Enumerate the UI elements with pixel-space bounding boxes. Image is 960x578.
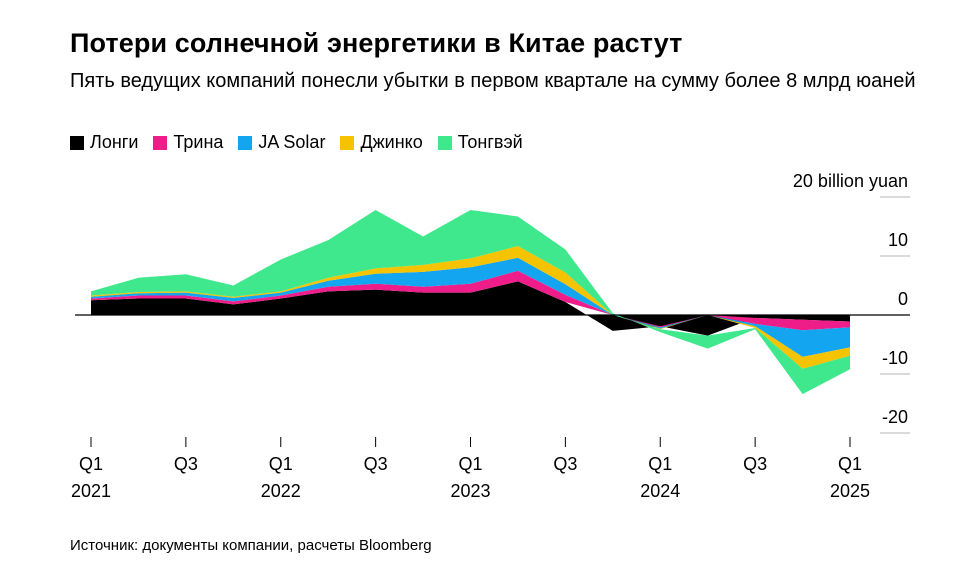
y-tick-label: 10 xyxy=(888,230,908,250)
chart-subtitle: Пять ведущих компаний понесли убытки в п… xyxy=(70,70,916,92)
legend-item-ja-solar: JA Solar xyxy=(238,132,325,153)
y-tick-label: 20 billion yuan xyxy=(793,171,908,191)
x-tick-year-label: 2022 xyxy=(261,481,301,501)
legend-swatch-trina xyxy=(153,135,168,150)
x-tick-label: Q3 xyxy=(174,454,198,474)
series-area-2 xyxy=(91,257,850,357)
x-tick-label: Q3 xyxy=(743,454,767,474)
y-tick-label: 0 xyxy=(898,289,908,309)
legend-label-tongwei: Тонгвэй xyxy=(457,132,523,152)
gridlines xyxy=(880,196,910,434)
x-tick-label: Q1 xyxy=(458,454,482,474)
x-tick-label: Q1 xyxy=(79,454,103,474)
y-tick-label: -10 xyxy=(882,348,908,368)
series-area-1 xyxy=(91,270,850,331)
x-tick-year-label: 2023 xyxy=(450,481,490,501)
x-tick-year-label: 2024 xyxy=(640,481,680,501)
legend-swatch-jinko xyxy=(340,135,355,150)
legend-label-longi: Лонги xyxy=(90,132,139,152)
series-area-4 xyxy=(91,210,850,395)
legend-label-ja-solar: JA Solar xyxy=(258,132,326,152)
x-tick-label: Q1 xyxy=(648,454,672,474)
x-tick-year-label: 2025 xyxy=(830,481,870,501)
legend-item-trina: Трина xyxy=(153,132,223,153)
y-tick-label: -20 xyxy=(882,407,908,427)
x-tick-label: Q1 xyxy=(838,454,862,474)
x-tick-label: Q3 xyxy=(553,454,577,474)
x-tick-label: Q1 xyxy=(269,454,293,474)
x-tick-label: Q3 xyxy=(364,454,388,474)
legend-item-jinko: Джинко xyxy=(340,132,423,153)
x-tick-year-label: 2021 xyxy=(71,481,111,501)
series-area-0 xyxy=(91,281,850,336)
legend: Лонги Трина JA Solar Джинко Тонгвэй xyxy=(70,132,538,153)
legend-swatch-ja-solar xyxy=(238,135,253,150)
source-note: Источник: документы компании, расчеты Bl… xyxy=(70,537,432,554)
chart-title: Потери солнечной энергетики в Китае раст… xyxy=(70,28,683,58)
legend-label-jinko: Джинко xyxy=(360,132,423,152)
legend-swatch-longi xyxy=(70,135,84,150)
legend-swatch-tongwei xyxy=(437,135,452,150)
legend-label-trina: Трина xyxy=(173,132,224,152)
legend-item-tongwei: Тонгвэй xyxy=(437,132,523,153)
legend-item-longi: Лонги xyxy=(70,132,138,153)
series-areas xyxy=(91,210,850,395)
